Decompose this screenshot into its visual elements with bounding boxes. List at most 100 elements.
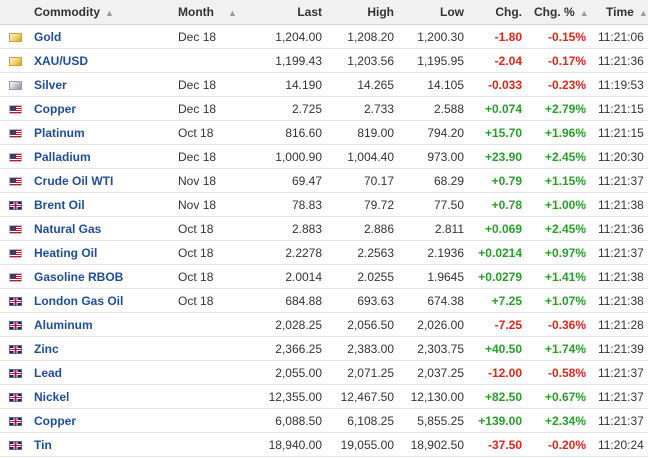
high-cell: 12,467.50: [328, 384, 401, 409]
low-cell: 14.105: [400, 72, 471, 97]
flag-cell: [0, 144, 30, 169]
table-row[interactable]: Gasoline RBOB Oct 18 2.0014 2.0255 1.9645 +0.…: [0, 264, 648, 289]
flag-cell: [0, 168, 30, 193]
flag-cell: [0, 96, 30, 121]
low-cell: 12,130.00: [400, 384, 471, 409]
table-row[interactable]: Crude Oil WTI Nov 18 69.47 70.17 68.29 +0.79 +…: [0, 168, 648, 193]
commodity-link[interactable]: Gold: [34, 29, 62, 44]
time-cell: 11:21:39: [592, 336, 648, 361]
header-commodity[interactable]: Commodity ▲︎: [0, 0, 173, 25]
last-cell: 2,055.00: [248, 360, 329, 385]
commodity-name-cell: Platinum: [30, 120, 173, 145]
table-row[interactable]: Lead 2,055.00 2,071.25 2,037.25 -12.00 -0.58%…: [0, 360, 648, 385]
commodity-link[interactable]: Palladium: [34, 149, 91, 164]
header-high[interactable]: High: [328, 0, 401, 25]
us-flag-icon: [9, 152, 22, 162]
header-last-label: Last: [297, 5, 323, 19]
high-cell: 1,208.20: [328, 24, 401, 49]
table-row[interactable]: Zinc 2,366.25 2,383.00 2,303.75 +40.50 +1.74%…: [0, 336, 648, 361]
sort-icon[interactable]: ▲︎: [579, 8, 589, 18]
commodity-link[interactable]: Copper: [34, 101, 76, 116]
low-cell: 68.29: [400, 168, 471, 193]
table-row[interactable]: Silver Dec 18 14.190 14.265 14.105 -0.033 -0.2…: [0, 72, 648, 97]
time-cell: 11:21:28: [592, 312, 648, 337]
header-chg[interactable]: Chg.: [470, 0, 529, 25]
table-row[interactable]: Gold Dec 18 1,204.00 1,208.20 1,200.30 -1.80-…: [0, 24, 648, 49]
commodity-name-cell: Silver: [30, 72, 173, 97]
commodity-link[interactable]: Gasoline RBOB: [34, 269, 124, 284]
gold-flag-icon: [9, 32, 22, 42]
table-row[interactable]: XAU/USD 1,199.43 1,203.56 1,195.95 -2.04 -0.1…: [0, 48, 648, 73]
table-row[interactable]: Platinum Oct 18 816.60 819.00 794.20 +15.70 +1…: [0, 120, 648, 145]
chg-pct-cell: -0.15%: [528, 24, 593, 49]
last-cell: 2,366.25: [248, 336, 329, 361]
time-cell: 11:21:15: [592, 120, 648, 145]
commodity-link[interactable]: Copper: [34, 413, 76, 428]
commodity-link[interactable]: Lead: [34, 365, 63, 380]
chg-pct-cell: +2.45%: [528, 144, 593, 169]
gold-flag-icon: [9, 56, 22, 66]
chg-pct-cell: -0.23%: [528, 72, 593, 97]
commodity-link[interactable]: Natural Gas: [34, 221, 102, 236]
uk-flag-icon: [9, 368, 22, 378]
chg-pct-cell: +1.07%: [528, 288, 593, 313]
flag-cell: [0, 384, 30, 409]
table-row[interactable]: Aluminum 2,028.25 2,056.50 2,026.00 -7.25 -0.…: [0, 312, 648, 337]
commodity-link[interactable]: Crude Oil WTI: [34, 173, 114, 188]
month-cell: Oct 18: [172, 216, 249, 241]
header-time[interactable]: Time ▲︎: [592, 0, 648, 25]
commodity-link[interactable]: Aluminum: [34, 317, 93, 332]
commodity-link[interactable]: Platinum: [34, 125, 85, 140]
header-low[interactable]: Low: [400, 0, 471, 25]
time-cell: 11:21:36: [592, 48, 648, 73]
sort-icon[interactable]: ▲︎: [638, 8, 648, 18]
commodity-name-cell: Heating Oil: [30, 240, 173, 265]
table-row[interactable]: Heating Oil Oct 18 2.2278 2.2563 2.1936 +0.02…: [0, 240, 648, 265]
us-flag-icon: [9, 176, 22, 186]
month-cell: Nov 18: [172, 168, 249, 193]
commodity-link[interactable]: Nickel: [34, 389, 70, 404]
header-low-label: Low: [440, 5, 465, 19]
sort-icon[interactable]: ▲︎: [228, 8, 237, 18]
chg-cell: -2.04: [470, 48, 529, 73]
uk-flag-icon: [9, 320, 22, 330]
commodity-link[interactable]: London Gas Oil: [34, 293, 124, 308]
commodity-link[interactable]: Heating Oil: [34, 245, 98, 260]
table-row[interactable]: Tin 18,940.00 19,055.00 18,902.50 -37.50 -0.2…: [0, 432, 648, 457]
chg-pct-cell: +2.45%: [528, 216, 593, 241]
low-cell: 2.811: [400, 216, 471, 241]
table-row[interactable]: Copper 6,088.50 6,108.25 5,855.25 +139.00 +2.…: [0, 408, 648, 433]
table-row[interactable]: Copper Dec 18 2.725 2.733 2.588 +0.074 +2.79% 1…: [0, 96, 648, 121]
table-row[interactable]: Nickel 12,355.00 12,467.50 12,130.00 +82.50 +…: [0, 384, 648, 409]
table-row[interactable]: London Gas Oil Oct 18 684.88 693.63 674.38 +7…: [0, 288, 648, 313]
commodity-link[interactable]: Brent Oil: [34, 197, 85, 212]
sort-icon[interactable]: ▲︎: [105, 8, 114, 18]
header-month[interactable]: Month ▲︎: [172, 0, 249, 25]
commodity-link[interactable]: XAU/USD: [34, 53, 89, 68]
time-cell: 11:21:37: [592, 168, 648, 193]
table-row[interactable]: Natural Gas Oct 18 2.883 2.886 2.811 +0.069 +2…: [0, 216, 648, 241]
flag-cell: [0, 240, 30, 265]
header-time-label: Time: [606, 5, 634, 19]
commodity-link[interactable]: Tin: [34, 437, 52, 452]
commodity-name-cell: XAU/USD: [30, 48, 173, 73]
month-cell: [172, 48, 249, 73]
header-last[interactable]: Last: [248, 0, 329, 25]
uk-flag-icon: [9, 296, 22, 306]
month-cell: Oct 18: [172, 120, 249, 145]
table-row[interactable]: Brent Oil Nov 18 78.83 79.72 77.50 +0.78 +1.00…: [0, 192, 648, 217]
header-chg-pct[interactable]: Chg. % ▲︎: [528, 0, 593, 25]
commodity-link[interactable]: Silver: [34, 77, 67, 92]
commodity-name-cell: Lead: [30, 360, 173, 385]
commodity-link[interactable]: Zinc: [34, 341, 59, 356]
low-cell: 2,037.25: [400, 360, 471, 385]
table-row[interactable]: Palladium Dec 18 1,000.90 1,004.40 973.00 +23…: [0, 144, 648, 169]
time-cell: 11:21:38: [592, 288, 648, 313]
uk-flag-icon: [9, 200, 22, 210]
us-flag-icon: [9, 248, 22, 258]
commodity-name-cell: Nickel: [30, 384, 173, 409]
high-cell: 2.733: [328, 96, 401, 121]
time-cell: 11:21:37: [592, 240, 648, 265]
month-cell: Dec 18: [172, 96, 249, 121]
